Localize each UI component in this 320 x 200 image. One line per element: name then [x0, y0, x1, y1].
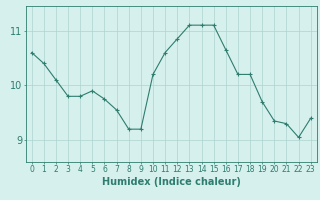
X-axis label: Humidex (Indice chaleur): Humidex (Indice chaleur)	[102, 177, 241, 187]
